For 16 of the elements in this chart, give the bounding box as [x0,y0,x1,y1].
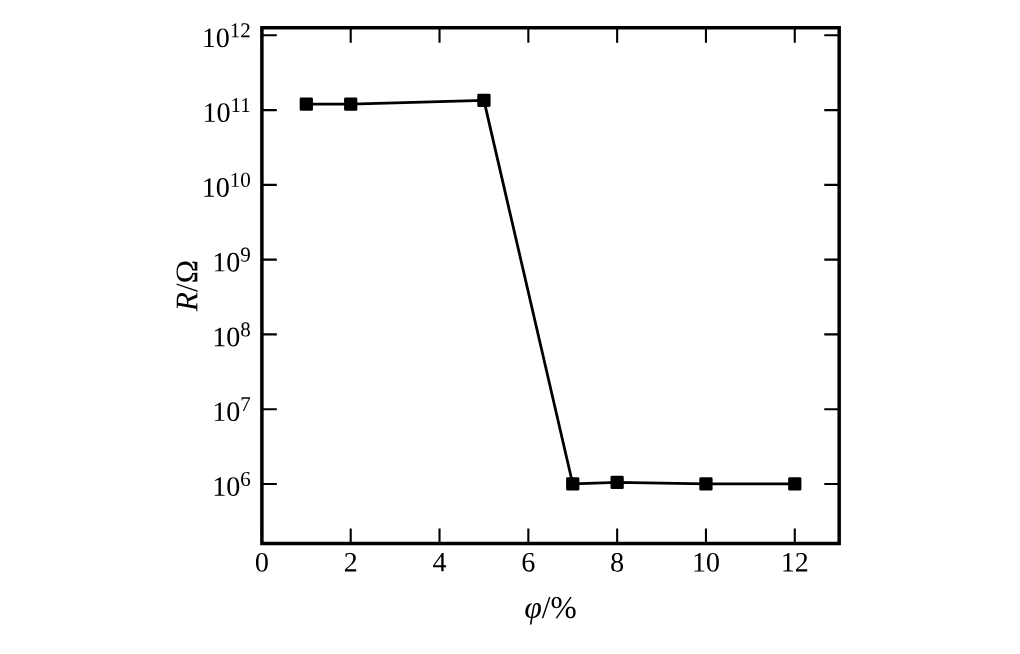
y-tick-label: 10$^{11}$ [205,98,250,123]
x-axis-title: φ/% [525,597,576,625]
x-tick-label: 10 [694,553,719,572]
x-tick-label: 0 [255,553,268,572]
y-tick-label: 10$^{10}$ [204,172,250,198]
y-tick-label: 10$^{9}$ [214,247,250,272]
y-tick-label: 10$^{7}$ [214,397,251,422]
y-axis-title: R/Ω [176,261,198,312]
x-tick-label: 12 [783,553,808,572]
x-tick-label: 2 [344,553,357,572]
x-tick-label: 6 [522,553,535,572]
y-tick-label: 10$^{12}$ [204,23,250,48]
x-tick-label: 8 [611,553,624,572]
y-tick-label: 10$^{8}$ [214,322,250,347]
y-tick-label: 10$^{6}$ [214,472,251,497]
x-tick-label: 4 [433,553,447,572]
